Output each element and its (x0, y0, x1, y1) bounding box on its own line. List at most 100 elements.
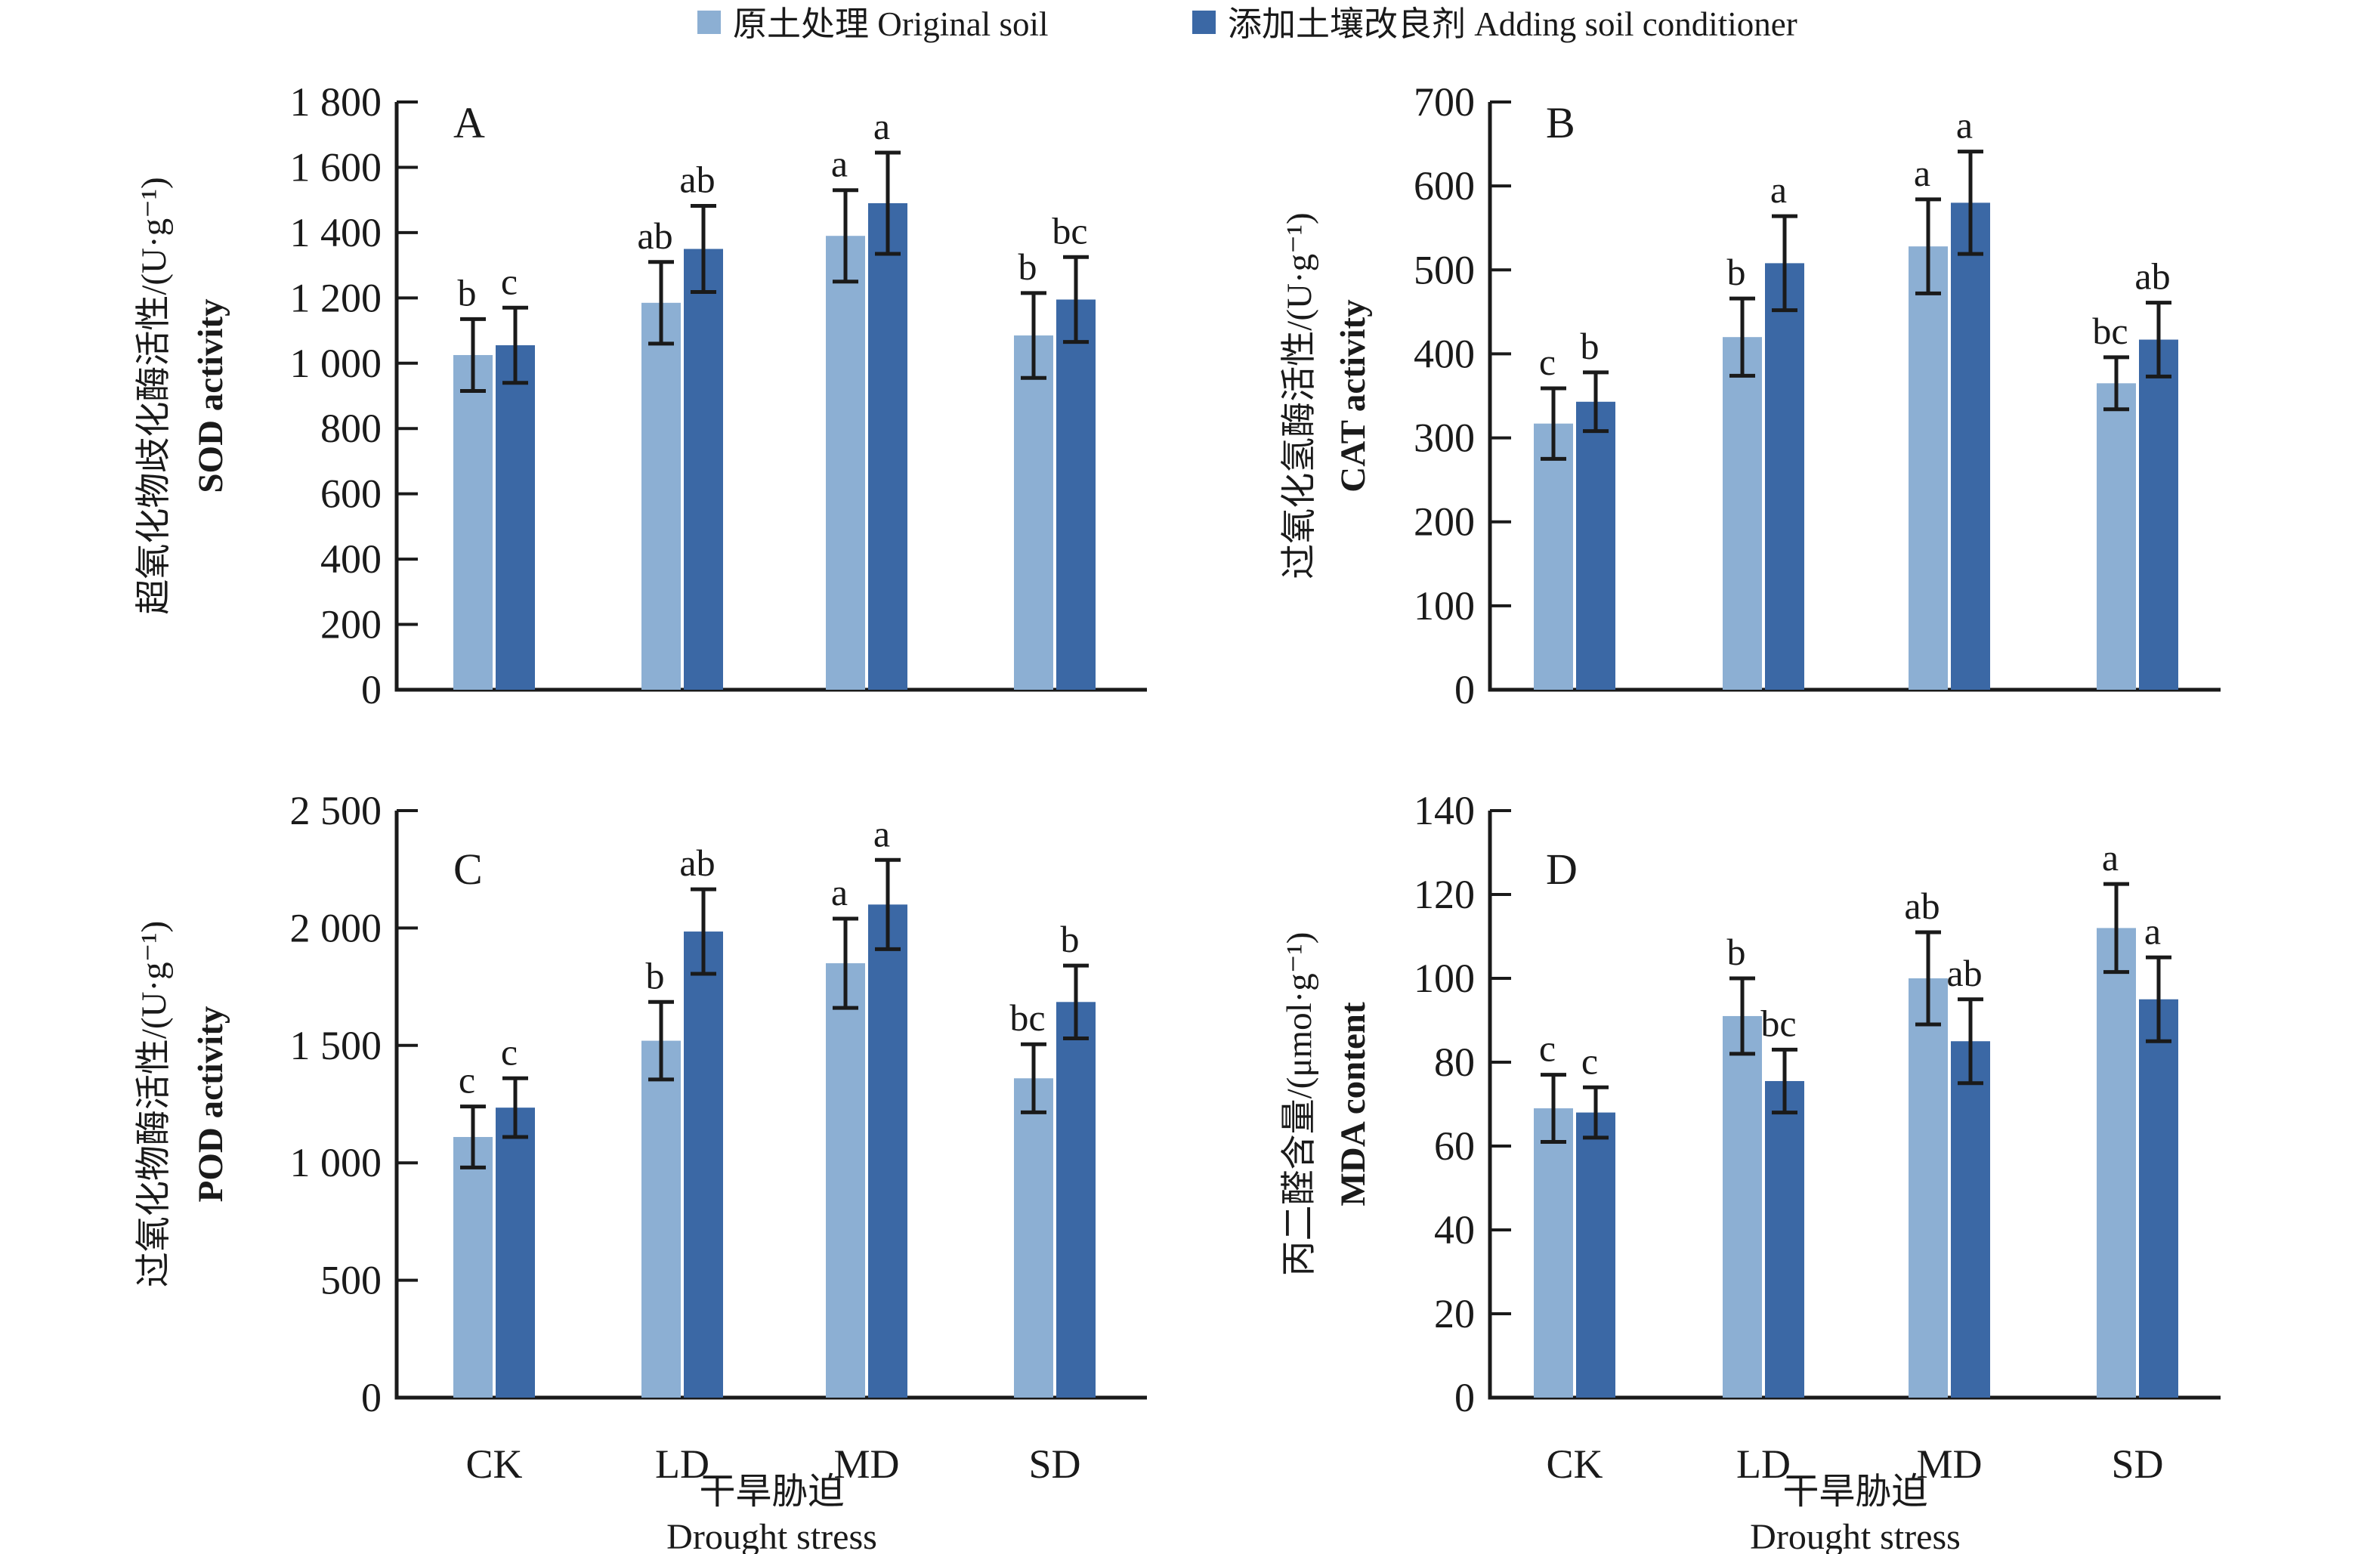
x-tick-label-CK: CK (465, 1441, 522, 1487)
sig-letter-D-CK-original-soil: c (1539, 1027, 1556, 1070)
x-axis-title-zh: 干旱胁迫 (699, 1472, 844, 1512)
bar-A-LD-original-soil (641, 302, 681, 690)
bar-A-MD-original-soil (826, 236, 865, 690)
sig-letter-A-CK-soil-conditioner: c (501, 260, 518, 302)
y-tick-label: 500 (1414, 247, 1475, 292)
sig-letter-C-SD-original-soil: bc (1009, 996, 1045, 1039)
sig-letter-C-LD-original-soil: b (646, 954, 665, 996)
y-tick-label: 40 (1434, 1207, 1475, 1253)
sig-letter-D-LD-soil-conditioner: bc (1760, 1002, 1796, 1044)
bar-D-LD-soil-conditioner (1765, 1080, 1804, 1398)
bar-C-LD-original-soil (641, 1040, 681, 1398)
legend-label-original-soil: 原土处理 Original soil (733, 5, 1048, 43)
bar-C-CK-original-soil (453, 1137, 493, 1398)
y-tick-label: 400 (1414, 331, 1475, 376)
y-tick-label: 20 (1434, 1291, 1475, 1336)
bar-C-SD-soil-conditioner (1056, 1002, 1096, 1398)
bar-D-LD-original-soil (1723, 1015, 1762, 1398)
sig-letter-C-CK-soil-conditioner: c (501, 1030, 518, 1073)
error-bar-B-SD-original-soil (2103, 355, 2129, 412)
x-axis-title-en: Drought stress (1750, 1517, 1961, 1554)
error-bar-A-MD-original-soil (833, 188, 858, 284)
error-bar-B-LD-original-soil (1729, 296, 1755, 378)
error-bar-A-SD-soil-conditioner (1063, 255, 1089, 344)
sig-letter-A-MD-original-soil: a (831, 143, 848, 185)
y-tick-label: 140 (1414, 788, 1475, 833)
error-bar-A-SD-original-soil (1021, 291, 1046, 380)
error-bar-B-LD-soil-conditioner (1772, 214, 1797, 313)
bar-A-CK-soil-conditioner (496, 345, 535, 690)
bar-D-SD-soil-conditioner (2139, 999, 2178, 1398)
sig-letter-C-MD-original-soil: a (831, 871, 848, 913)
sig-letter-B-LD-soil-conditioner: a (1770, 168, 1787, 211)
error-bar-D-LD-soil-conditioner (1772, 1047, 1797, 1115)
error-bar-C-LD-soil-conditioner (691, 887, 716, 976)
y-tick-label: 100 (1414, 583, 1475, 629)
bar-D-SD-original-soil (2097, 928, 2136, 1398)
bar-C-LD-soil-conditioner (684, 931, 723, 1398)
y-tick-label: 200 (320, 602, 382, 647)
panel-letter: B (1546, 98, 1575, 147)
sig-letter-B-SD-soil-conditioner: ab (2134, 255, 2170, 298)
sig-letter-A-SD-soil-conditioner: bc (1052, 209, 1087, 252)
y-tick-label: 0 (361, 667, 382, 712)
sig-letter-B-SD-original-soil: bc (2092, 310, 2128, 352)
y-tick-label: 800 (320, 406, 382, 451)
sig-letter-D-SD-soil-conditioner: a (2144, 910, 2161, 952)
panel-letter: D (1546, 845, 1578, 894)
y-tick-label: 0 (361, 1375, 382, 1420)
error-bar-D-LD-original-soil (1729, 976, 1755, 1056)
bar-A-CK-original-soil (453, 354, 493, 690)
y-tick-label: 1 800 (290, 79, 382, 125)
y-tick-label: 0 (1454, 667, 1475, 712)
sig-letter-A-MD-soil-conditioner: a (873, 105, 890, 147)
bar-B-CK-soil-conditioner (1576, 401, 1615, 690)
panel-C: 0 500 1 000 1 500 2 000 2 500 过氧化物酶活性/(U·g⁻¹) P… (134, 788, 1147, 1554)
bar-C-MD-soil-conditioner (868, 904, 907, 1398)
y-axis-label-en: CAT activity (1334, 299, 1373, 493)
error-bar-C-MD-soil-conditioner (875, 857, 901, 951)
error-bar-A-LD-soil-conditioner (691, 203, 716, 295)
y-axis-label-zh: 超氧化物歧化酶活性/(U·g⁻¹) (134, 177, 174, 614)
bar-B-MD-original-soil (1909, 246, 1948, 690)
y-tick-label: 1 000 (290, 341, 382, 386)
sig-letter-C-SD-soil-conditioner: b (1061, 918, 1080, 960)
y-tick-label: 1 200 (290, 275, 382, 320)
sig-letter-C-CK-original-soil: c (459, 1059, 475, 1101)
sig-letter-D-CK-soil-conditioner: c (1581, 1040, 1598, 1082)
y-tick-label: 80 (1434, 1040, 1475, 1085)
bar-A-SD-soil-conditioner (1056, 299, 1096, 690)
legend-swatch-soil-conditioner (1192, 11, 1216, 34)
y-tick-label: 1 600 (290, 144, 382, 190)
sig-letter-C-MD-soil-conditioner: a (873, 812, 890, 854)
bar-A-MD-soil-conditioner (868, 202, 907, 690)
x-tick-label-LD: LD (1736, 1441, 1791, 1487)
sig-letter-D-MD-original-soil: ab (1904, 885, 1940, 927)
bar-B-LD-original-soil (1723, 337, 1762, 690)
error-bar-D-SD-original-soil (2103, 882, 2129, 975)
error-bar-A-LD-original-soil (648, 260, 674, 346)
y-tick-label: 400 (320, 536, 382, 582)
legend-label-soil-conditioner: 添加土壤改良剂 Adding soil conditioner (1228, 5, 1797, 43)
sig-letter-B-MD-soil-conditioner: a (1956, 104, 1973, 147)
y-axis-label-en: POD activity (191, 1006, 230, 1202)
bar-B-LD-soil-conditioner (1765, 263, 1804, 690)
sig-letter-A-CK-original-soil: b (458, 271, 477, 314)
sig-letter-D-MD-soil-conditioner: ab (1946, 952, 1982, 994)
y-tick-label: 1 000 (290, 1140, 382, 1185)
error-bar-B-SD-soil-conditioner (2146, 301, 2171, 378)
y-axis-label-en: MDA content (1334, 1002, 1373, 1206)
error-bar-C-LD-original-soil (648, 999, 674, 1082)
sig-letter-C-LD-soil-conditioner: ab (679, 842, 715, 884)
error-bar-D-MD-original-soil (1915, 930, 1941, 1027)
error-bar-B-MD-soil-conditioner (1958, 150, 1983, 256)
panel-B: 0 100 200 300 400 500 600 700 过氧化氢酶活性/(U·g⁻¹) CAT… (1280, 79, 2221, 712)
error-bar-D-SD-soil-conditioner (2146, 955, 2171, 1043)
bar-A-LD-soil-conditioner (684, 249, 723, 690)
error-bar-D-CK-soil-conditioner (1583, 1085, 1609, 1140)
legend-swatch-original-soil (697, 11, 721, 34)
panel-letter: C (453, 845, 483, 894)
y-axis-label-zh: 丙二醛含量/(μmol·g⁻¹) (1280, 932, 1319, 1277)
